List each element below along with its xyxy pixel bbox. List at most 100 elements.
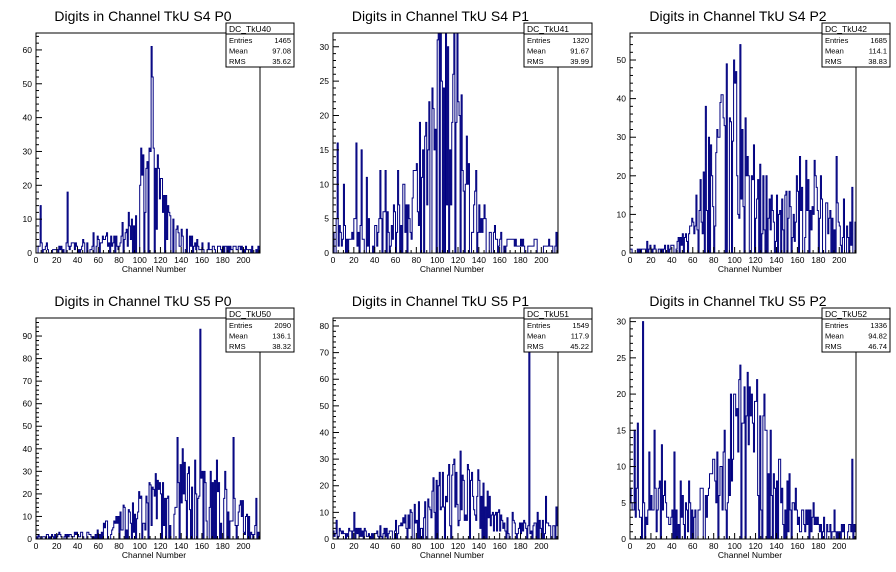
x-tick-label: 20	[349, 541, 359, 551]
x-tick-label: 180	[811, 541, 825, 551]
y-tick-label: 90	[23, 331, 33, 341]
x-tick-label: 200	[534, 255, 548, 265]
stats-box-frame	[523, 307, 593, 353]
x-axis-label: Channel Number	[122, 264, 186, 274]
y-tick-label: 15	[617, 425, 627, 435]
stats-value: 39.99	[570, 57, 589, 66]
y-tick-label: 10	[320, 507, 330, 517]
plot-frame	[629, 317, 857, 540]
stats-box-name: DC_TkU52	[825, 309, 867, 319]
y-tick-label: 5	[621, 498, 626, 508]
stats-value: 35.62	[272, 57, 291, 66]
x-tick-label: 160	[195, 255, 209, 265]
x-tick-label: 40	[667, 255, 677, 265]
stats-box: DC_TkU52 Entries 1336 Mean 94.82 RMS 46.74	[821, 307, 891, 353]
x-tick-label: 80	[114, 541, 124, 551]
x-tick-label: 40	[73, 541, 83, 551]
stats-box-frame	[225, 307, 295, 353]
stats-value: 114.1	[869, 47, 887, 56]
x-tick-label: 100	[430, 541, 444, 551]
y-tick-label: 20	[23, 489, 33, 499]
stats-key: RMS	[229, 57, 246, 66]
y-tick-label: 30	[23, 466, 33, 476]
stats-box-name: DC_TkU40	[229, 24, 271, 34]
x-tick-label: 80	[412, 255, 422, 265]
x-tick-label: 160	[790, 541, 804, 551]
x-tick-label: 100	[430, 255, 444, 265]
histogram-panel-6: Digits in Channel TkU S5 P20 20 40 60 80 100 1…	[617, 293, 891, 560]
y-tick-label: 40	[320, 427, 330, 437]
x-tick-label: 60	[688, 255, 698, 265]
y-tick-label: 5	[324, 214, 329, 224]
x-tick-label: 120	[451, 541, 465, 551]
plot-frame	[629, 32, 857, 254]
x-tick-label: 120	[451, 255, 465, 265]
stats-box-frame	[821, 22, 891, 68]
y-tick-label: 0	[324, 534, 329, 544]
y-tick-label: 0	[621, 248, 626, 258]
y-tick-label: 70	[23, 376, 33, 386]
y-tick-label: 30	[617, 132, 627, 142]
y-tick-label: 60	[320, 374, 330, 384]
stats-box: DC_TkU40 Entries 1465 Mean 97.08 RMS 35.62	[225, 22, 295, 68]
x-tick-label: 20	[646, 255, 656, 265]
histogram-series	[332, 344, 559, 540]
stats-value: 97.08	[272, 47, 291, 56]
stats-box-frame	[821, 307, 891, 353]
histogram-series	[629, 321, 857, 540]
y-tick-label: 0	[324, 248, 329, 258]
chart-title: Digits in Channel TkU S5 P0	[54, 293, 231, 309]
chart-title: Digits in Channel TkU S5 P1	[352, 293, 529, 309]
y-tick-label: 25	[320, 76, 330, 86]
x-tick-label: 180	[811, 255, 825, 265]
chart-title: Digits in Channel TkU S4 P0	[54, 8, 231, 24]
x-tick-label: 60	[391, 541, 401, 551]
x-tick-label: 160	[493, 255, 507, 265]
stats-key: RMS	[527, 342, 544, 351]
x-tick-label: 120	[153, 255, 167, 265]
x-tick-label: 20	[52, 541, 62, 551]
y-tick-label: 80	[320, 321, 330, 331]
x-tick-label: 0	[628, 541, 633, 551]
x-tick-label: 200	[236, 541, 250, 551]
stats-key: Mean	[825, 332, 844, 341]
x-tick-label: 0	[34, 255, 39, 265]
x-tick-label: 0	[34, 541, 39, 551]
stats-key: RMS	[229, 342, 246, 351]
x-tick-label: 0	[331, 541, 336, 551]
x-tick-label: 100	[133, 255, 147, 265]
stats-key: Mean	[825, 47, 844, 56]
x-axis-label: Channel Number	[420, 550, 484, 560]
y-tick-label: 10	[23, 214, 33, 224]
stats-box: DC_TkU41 Entries 1320 Mean 91.67 RMS 39.99	[523, 22, 593, 68]
y-tick-label: 50	[320, 401, 330, 411]
x-tick-label: 80	[412, 541, 422, 551]
stats-key: Entries	[825, 36, 849, 45]
x-axis-label: Channel Number	[718, 264, 782, 274]
stats-box-frame	[523, 22, 593, 68]
x-tick-label: 40	[73, 255, 83, 265]
stats-box-name: DC_TkU42	[825, 24, 867, 34]
stats-key: Mean	[229, 47, 248, 56]
y-tick-label: 80	[23, 354, 33, 364]
y-tick-label: 30	[320, 42, 330, 52]
histogram-panel-5: Digits in Channel TkU S5 P10 20 40 60 80 100 1…	[320, 293, 593, 560]
y-tick-label: 0	[621, 534, 626, 544]
stats-box: DC_TkU42 Entries 1685 Mean 114.1 RMS 38.83	[821, 22, 891, 68]
histogram-series	[629, 44, 857, 254]
stats-box: DC_TkU51 Entries 1549 Mean 117.9 RMS 45.22	[523, 307, 593, 353]
y-tick-label: 10	[617, 209, 627, 219]
x-tick-label: 140	[769, 541, 783, 551]
y-tick-label: 40	[617, 94, 627, 104]
x-tick-label: 120	[748, 255, 762, 265]
x-tick-label: 160	[195, 541, 209, 551]
x-tick-label: 140	[472, 541, 486, 551]
x-tick-label: 20	[52, 255, 62, 265]
x-tick-label: 80	[709, 255, 719, 265]
x-tick-label: 200	[832, 255, 846, 265]
plot-frame	[332, 317, 559, 540]
x-tick-label: 100	[728, 541, 742, 551]
y-tick-label: 40	[23, 444, 33, 454]
x-axis-label: Channel Number	[122, 550, 186, 560]
